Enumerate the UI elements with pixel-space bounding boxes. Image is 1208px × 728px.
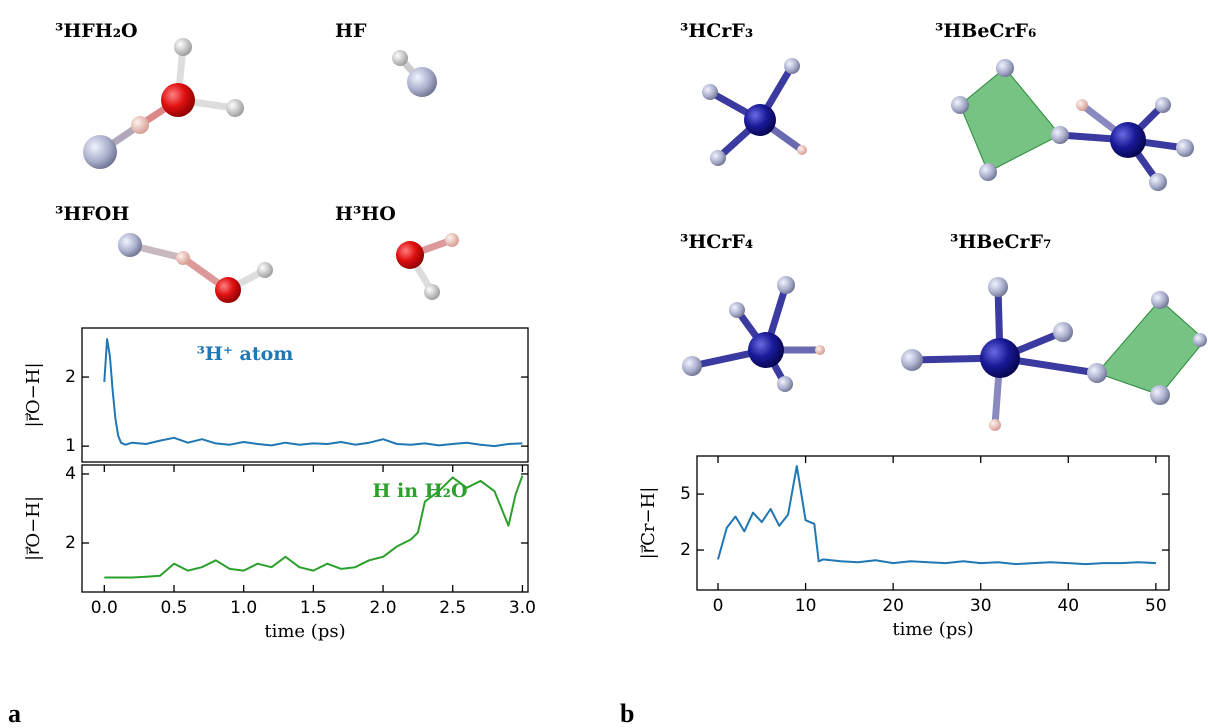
x-tick-label: 50 xyxy=(1145,596,1167,616)
annotation: H in H₂O xyxy=(372,480,467,502)
molecule-label: ³HFH₂O xyxy=(55,20,138,42)
x-tick-label: 2.0 xyxy=(370,598,397,618)
molecules: ³HFH₂O HF ³HFOH H³HO ³HCrF₃ ³HBeCrF₆ ³HC… xyxy=(55,20,1207,431)
x-tick-label: 30 xyxy=(970,596,992,616)
y-tick-label: 2 xyxy=(65,367,76,387)
x-tick-label: 10 xyxy=(795,596,817,616)
plot-frame xyxy=(697,456,1169,590)
data-line xyxy=(104,339,522,446)
x-tick-label: 20 xyxy=(882,596,904,616)
molecule-label: ³HCrF₃ xyxy=(680,20,753,42)
molecule-label: HF xyxy=(335,20,367,42)
molecule-label: ³HCrF₄ xyxy=(680,231,753,253)
molecule-hbecrf6 xyxy=(951,59,1194,191)
y-tick-label: 2 xyxy=(65,533,76,553)
molecule-label: H³HO xyxy=(335,203,396,225)
molecule-hfh2o xyxy=(83,38,244,169)
molecule-hcrf4 xyxy=(682,276,825,392)
x-tick-label: 1.0 xyxy=(230,598,257,618)
x-axis-label: time (ps) xyxy=(264,621,345,642)
y-tick-label: 1 xyxy=(65,436,76,456)
molecule-label: ³HBeCrF₇ xyxy=(950,231,1051,253)
data-line xyxy=(718,466,1156,564)
x-tick-label: 40 xyxy=(1057,596,1079,616)
y-tick-label: 5 xyxy=(680,484,691,504)
x-tick-label: 2.5 xyxy=(439,598,466,618)
y-axis-label: |r⃗O−H| xyxy=(23,496,44,561)
x-tick-label: 0.0 xyxy=(91,598,118,618)
molecule-hbecrf7 xyxy=(901,277,1207,431)
panel-label: a xyxy=(8,699,21,728)
x-axis-label: time (ps) xyxy=(892,619,973,640)
molecule-hcrf3 xyxy=(702,58,807,166)
molecule-hf xyxy=(392,50,437,97)
panel-label: b xyxy=(620,699,634,728)
x-tick-label: 1.5 xyxy=(300,598,327,618)
y-axis-label: |r⃗O−H| xyxy=(23,362,44,427)
molecule-label: ³HBeCrF₆ xyxy=(935,20,1036,42)
y-tick-label: 2 xyxy=(680,540,691,560)
plot-frame xyxy=(82,328,528,462)
x-tick-label: 3.0 xyxy=(509,598,536,618)
y-axis-label: |r⃗Cr−H| xyxy=(638,487,659,560)
y-tick-label: 4 xyxy=(65,464,76,484)
figure: ³HFH₂O HF ³HFOH H³HO ³HCrF₃ ³HBeCrF₆ ³HC… xyxy=(0,0,1208,728)
molecule-label: ³HFOH xyxy=(55,203,129,225)
x-tick-label: 0.5 xyxy=(160,598,187,618)
annotation: ³H⁺ atom xyxy=(197,343,294,365)
molecule-hfoh xyxy=(118,233,273,303)
x-tick-label: 0 xyxy=(713,596,724,616)
molecule-h3ho xyxy=(396,233,459,300)
